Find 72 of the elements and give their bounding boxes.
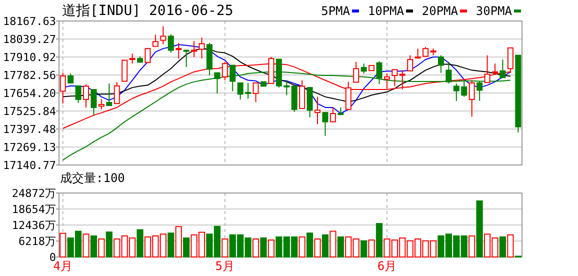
bar bbox=[314, 238, 321, 258]
candlestick bbox=[122, 60, 128, 82]
bar bbox=[222, 238, 228, 258]
legend-label: 20PMA bbox=[422, 4, 459, 18]
candlestick bbox=[252, 82, 259, 103]
candlestick bbox=[90, 89, 97, 116]
y-tick-label: 24872万 bbox=[12, 187, 56, 200]
y-tick-label: 17525.84 bbox=[3, 105, 56, 118]
y-tick-label: 17654.20 bbox=[3, 87, 56, 100]
candlestick bbox=[500, 59, 506, 78]
bar bbox=[322, 234, 329, 258]
y-tick-label: 17782.56 bbox=[3, 69, 56, 82]
bar bbox=[360, 240, 368, 258]
y-tick-label: 18039.27 bbox=[3, 33, 56, 46]
candlestick bbox=[392, 69, 398, 87]
bar bbox=[136, 229, 144, 258]
bar bbox=[306, 232, 314, 258]
y-tick-label: 6218万 bbox=[18, 235, 56, 248]
bar bbox=[337, 236, 344, 258]
y-tick-label: 17397.48 bbox=[3, 123, 56, 136]
candlestick bbox=[330, 106, 336, 122]
candlestick bbox=[106, 82, 112, 106]
bar bbox=[252, 238, 260, 258]
x-tick-label: 5月 bbox=[215, 259, 235, 273]
bar bbox=[260, 237, 267, 258]
y-tick-label: 18654万 bbox=[12, 203, 56, 216]
bar bbox=[82, 234, 90, 258]
candlestick bbox=[98, 98, 104, 110]
candlestick bbox=[176, 42, 182, 60]
candlestick bbox=[260, 81, 266, 87]
y-tick-label: 17140.77 bbox=[3, 159, 56, 172]
chart-title: 成交量:100 bbox=[60, 171, 125, 185]
bar bbox=[98, 238, 105, 258]
candlestick bbox=[345, 81, 352, 110]
y-tick-label: 0 bbox=[49, 251, 56, 264]
bar bbox=[175, 226, 182, 258]
bar bbox=[298, 236, 306, 258]
bar bbox=[106, 232, 112, 258]
candlestick bbox=[198, 37, 205, 60]
candlestick bbox=[515, 54, 522, 133]
y-tick-label: 12436万 bbox=[12, 219, 56, 232]
candlestick bbox=[183, 50, 190, 68]
y-tick-label: 17910.92 bbox=[3, 51, 56, 64]
y-tick-label: 18167.63 bbox=[3, 15, 56, 28]
candlestick bbox=[314, 96, 321, 125]
candlestick bbox=[114, 82, 120, 104]
bar bbox=[468, 235, 476, 258]
bar bbox=[90, 235, 98, 258]
bar bbox=[499, 236, 506, 258]
x-tick-label: 6月 bbox=[377, 259, 397, 273]
x-tick-label: 4月 bbox=[53, 259, 72, 273]
bar bbox=[376, 223, 383, 258]
candlestick bbox=[368, 65, 375, 72]
candlestick bbox=[144, 48, 151, 64]
bar bbox=[330, 230, 336, 258]
bar bbox=[268, 240, 275, 258]
candlestick bbox=[322, 112, 328, 136]
legend-label: 30PMA bbox=[476, 4, 513, 18]
candlestick bbox=[75, 85, 82, 104]
bar bbox=[507, 234, 514, 258]
candlestick bbox=[152, 34, 158, 47]
candlestick bbox=[306, 87, 313, 118]
bar bbox=[183, 237, 190, 258]
bar bbox=[368, 240, 375, 258]
bar bbox=[168, 232, 174, 258]
y-tick-label: 17269.13 bbox=[3, 141, 56, 154]
bar bbox=[60, 232, 66, 258]
candlestick bbox=[384, 73, 390, 90]
bar bbox=[476, 200, 483, 258]
chart-title: 道指[INDU] 2016-06-25 bbox=[62, 3, 234, 19]
legend-label: 5PMA bbox=[321, 4, 351, 18]
legend-label: 10PMA bbox=[368, 4, 405, 18]
